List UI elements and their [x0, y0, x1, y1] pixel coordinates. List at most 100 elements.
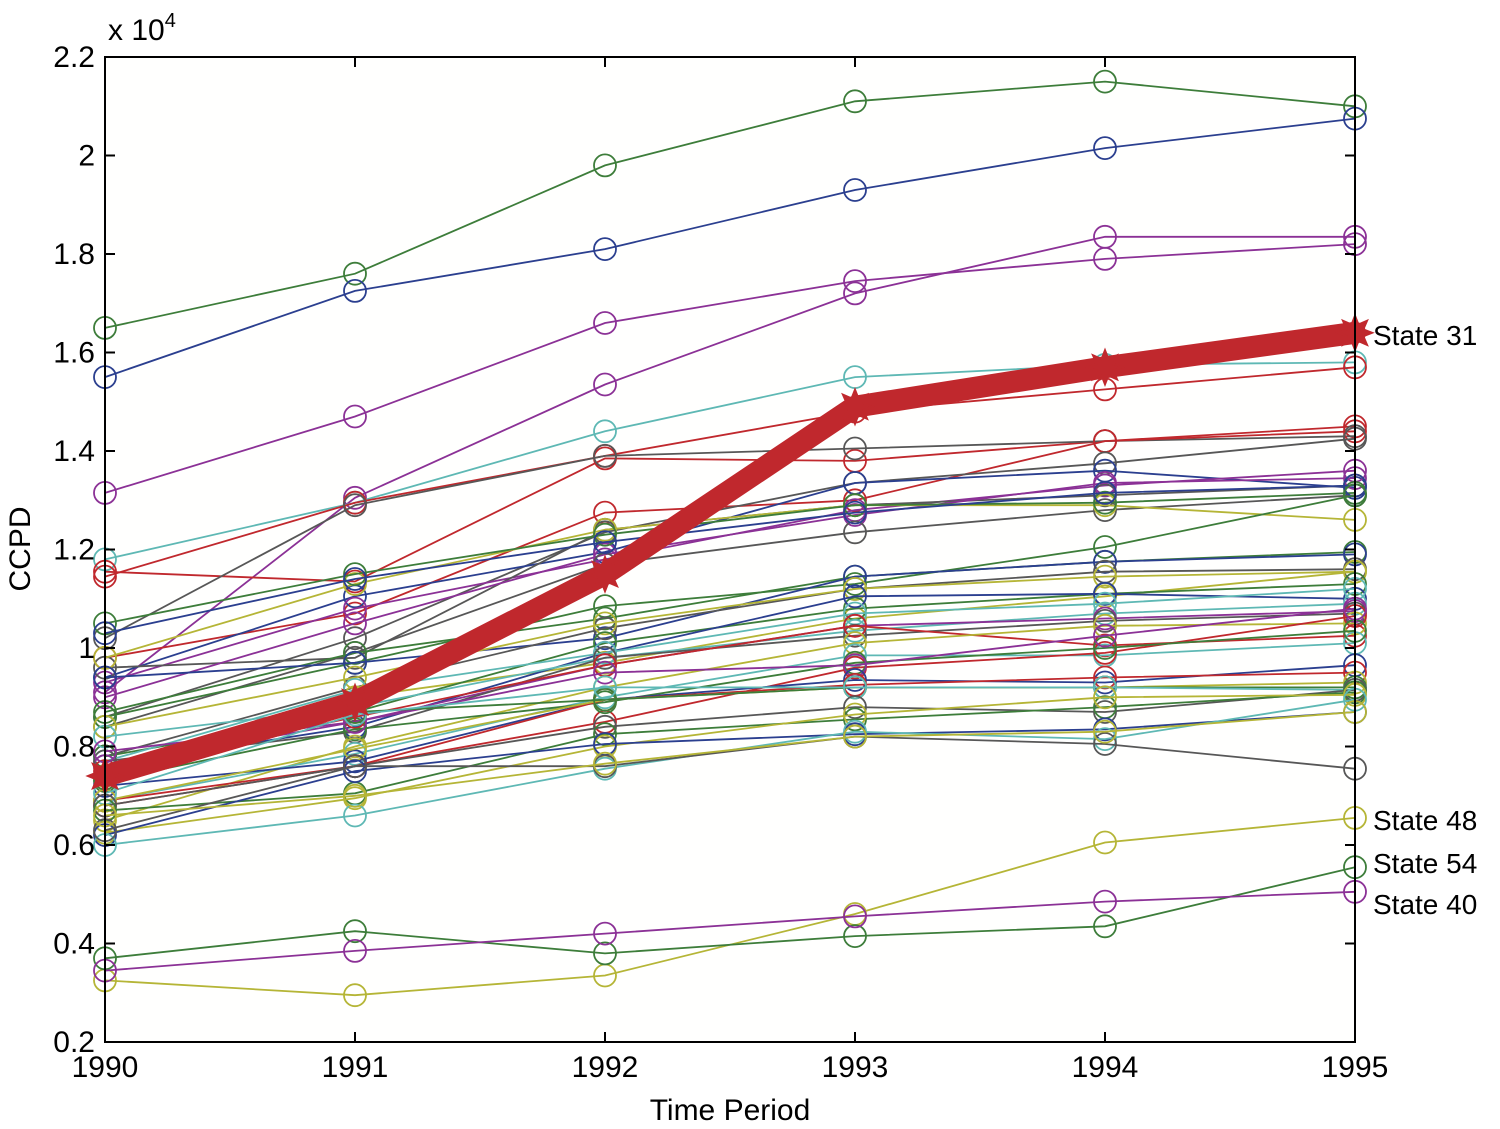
y-tick-label: 0.4 [53, 928, 95, 961]
series-line [104, 235, 1355, 694]
data-point [1093, 498, 1117, 523]
data-point [843, 724, 867, 749]
y-tick-label: 0.8 [53, 731, 95, 764]
data-point [343, 601, 367, 626]
data-point [1093, 675, 1117, 700]
data-point [1093, 889, 1117, 914]
data-point [343, 485, 367, 510]
highlight-marker [1085, 347, 1125, 388]
annotation-s40: State 40 [1373, 889, 1477, 920]
data-point [1093, 480, 1117, 505]
annotation-highlight: State 31 [1373, 320, 1477, 351]
data-point [843, 668, 867, 692]
data-point [593, 237, 617, 262]
data-point [1093, 535, 1117, 559]
series-line [104, 570, 1356, 728]
data-point [1093, 490, 1117, 515]
series-22 [93, 559, 1367, 739]
data-point [593, 611, 617, 636]
series-line [104, 568, 1356, 758]
x-tick-label: 1994 [1072, 1051, 1139, 1084]
data-point [1093, 700, 1117, 724]
data-point [343, 939, 367, 963]
data-point [1093, 670, 1117, 695]
data-point [1093, 719, 1117, 744]
data-point [593, 641, 617, 665]
data-point [1093, 623, 1117, 648]
data-point [1093, 564, 1117, 589]
data-point [343, 278, 367, 303]
y-tick-label: 0.2 [53, 1026, 95, 1059]
data-point [843, 500, 867, 525]
data-point [343, 626, 367, 651]
data-point [1093, 665, 1117, 690]
data-point [343, 261, 367, 286]
series-line [104, 866, 1356, 960]
series-line [104, 612, 1356, 763]
data-point [593, 530, 617, 554]
data-point [843, 584, 867, 609]
data-point [343, 783, 367, 808]
x-tick-label: 1995 [1322, 1051, 1389, 1084]
highlight-marker [335, 682, 375, 722]
series-line [104, 492, 1356, 625]
data-point [1093, 641, 1117, 665]
series-line [104, 117, 1356, 378]
data-point [1093, 830, 1117, 855]
data-point [343, 759, 367, 783]
data-point [593, 687, 617, 712]
x-tick-label: 1991 [322, 1051, 389, 1084]
data-point [843, 577, 867, 601]
data-point [593, 443, 617, 468]
data-point [1093, 914, 1117, 939]
data-point [593, 372, 617, 397]
highlight-marker [585, 554, 625, 594]
annotation-s48: State 48 [1373, 805, 1477, 836]
data-point [1093, 581, 1117, 606]
data-point [1093, 685, 1117, 710]
data-point [343, 754, 367, 779]
data-point [593, 921, 617, 946]
series-line [104, 689, 1356, 807]
data-point [1093, 224, 1117, 249]
data-point [343, 983, 367, 1008]
data-point [843, 269, 867, 294]
data-point [593, 626, 617, 651]
data-point [593, 751, 617, 776]
data-point [593, 522, 617, 547]
data-point [843, 613, 867, 638]
data-point [343, 404, 367, 429]
highlight-marker [835, 386, 875, 427]
data-point [343, 742, 367, 766]
data-point [843, 564, 867, 589]
series-line [104, 366, 1356, 578]
data-point [1093, 732, 1117, 756]
annotation-s54: State 54 [1373, 848, 1477, 879]
data-point [593, 714, 617, 739]
data-point [343, 803, 367, 828]
y-tick-label: 1 [78, 632, 95, 665]
series-line [104, 686, 1356, 795]
data-point [1093, 136, 1117, 161]
series-line [104, 553, 1356, 679]
series-line [104, 437, 1356, 718]
data-point [343, 572, 367, 596]
data-point [843, 618, 867, 643]
data-point [843, 719, 867, 744]
data-point [593, 645, 617, 670]
data-point [593, 517, 617, 542]
series-line [104, 691, 1356, 812]
data-point [593, 722, 617, 747]
y-axis-title: CCPD [4, 506, 37, 591]
data-point [843, 281, 867, 306]
data-point [593, 941, 617, 966]
data-point [843, 675, 867, 700]
data-point [593, 616, 617, 641]
data-point [343, 749, 367, 774]
series-line [104, 484, 1356, 635]
data-point [593, 419, 617, 444]
data-point [343, 919, 367, 944]
data-point [1093, 549, 1117, 574]
data-point [843, 623, 867, 648]
